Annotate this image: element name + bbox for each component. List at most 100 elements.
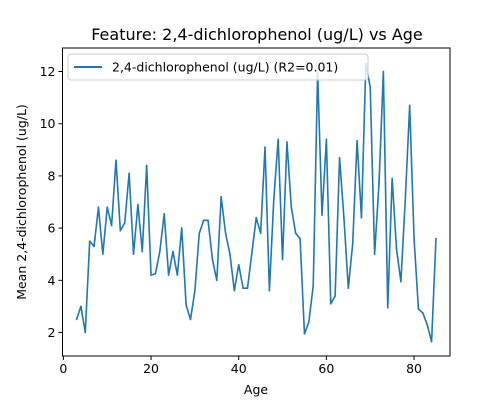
data-point — [268, 289, 271, 292]
y-tick-label: 4 — [48, 273, 56, 288]
legend-box — [67, 53, 369, 81]
y-tick-label: 6 — [48, 221, 56, 236]
data-point — [391, 177, 393, 180]
data-point — [373, 253, 376, 255]
data-point — [106, 206, 109, 209]
data-point — [189, 318, 192, 321]
data-point — [422, 312, 424, 314]
x-axis-label: Age — [244, 382, 268, 397]
data-point — [176, 274, 179, 276]
data-point — [220, 195, 222, 198]
data-point — [286, 141, 288, 143]
x-tick-label: 0 — [59, 361, 67, 376]
data-point — [351, 242, 354, 245]
data-point — [207, 219, 209, 222]
data-point — [343, 216, 345, 219]
data-point — [325, 138, 328, 141]
data-point — [80, 305, 82, 308]
data-point — [400, 280, 402, 283]
data-point — [123, 222, 126, 224]
data-point — [229, 253, 231, 255]
data-point — [167, 274, 170, 276]
data-point — [97, 206, 100, 209]
series-line-layer — [75, 62, 437, 343]
data-point — [312, 284, 315, 287]
data-point — [185, 304, 187, 306]
x-tick-label: 40 — [231, 361, 247, 376]
data-point — [216, 279, 218, 282]
data-point — [294, 232, 297, 235]
data-point — [194, 289, 196, 292]
data-point — [321, 214, 323, 216]
y-tick-label: 10 — [40, 116, 56, 131]
data-point — [277, 138, 279, 141]
data-point — [233, 289, 236, 292]
x-tick-label: 60 — [318, 361, 334, 376]
data-point — [88, 240, 91, 242]
data-point — [115, 159, 117, 162]
y-tick-label: 12 — [40, 64, 56, 79]
data-point — [303, 333, 306, 335]
data-point — [255, 216, 258, 219]
data-point — [413, 237, 415, 240]
data-point — [237, 263, 240, 266]
data-point — [408, 104, 411, 107]
data-point — [334, 295, 336, 297]
data-point — [382, 70, 385, 73]
data-point — [308, 321, 310, 323]
x-tick-label: 20 — [143, 361, 159, 376]
data-point — [395, 248, 398, 250]
data-point — [404, 198, 407, 201]
data-point — [137, 203, 139, 206]
x-axis-ticks: 0 20 40 60 80 — [59, 356, 422, 376]
data-point — [128, 172, 130, 175]
data-point — [211, 258, 214, 261]
data-point — [426, 323, 429, 326]
data-point — [430, 340, 433, 343]
legend-label: 2,4-dichlorophenol (ug/L) (R2=0.01) — [112, 60, 338, 75]
legend: 2,4-dichlorophenol (ug/L) (R2=0.01) — [67, 53, 369, 81]
data-point — [93, 245, 95, 248]
y-tick-label: 2 — [48, 325, 56, 340]
data-point — [159, 250, 161, 253]
data-point — [299, 237, 301, 240]
data-point — [356, 139, 358, 142]
data-point — [150, 274, 152, 276]
data-point — [290, 206, 293, 209]
data-point — [110, 224, 113, 227]
data-point — [154, 272, 157, 275]
data-point — [224, 232, 227, 235]
data-point — [264, 146, 266, 148]
data-point — [180, 227, 183, 229]
data-point — [386, 306, 389, 309]
x-tick-label: 80 — [406, 361, 422, 376]
data-point — [281, 258, 284, 261]
data-point — [435, 237, 437, 240]
data-point — [132, 253, 135, 255]
data-point — [84, 331, 87, 334]
data-point — [102, 253, 104, 255]
data-point — [272, 198, 275, 201]
data-point — [145, 164, 148, 167]
data-point — [163, 212, 165, 215]
y-axis-label: Mean 2,4-dichlorophenol (ug/L) — [14, 104, 29, 300]
plot-frame — [62, 47, 451, 357]
data-point — [242, 287, 244, 289]
y-tick-label: 8 — [48, 168, 56, 183]
data-point — [369, 86, 372, 88]
data-point — [259, 232, 262, 235]
data-point — [251, 252, 253, 254]
data-point — [119, 229, 122, 232]
data-point — [360, 216, 363, 219]
data-point — [329, 303, 332, 305]
data-point — [198, 232, 201, 235]
data-point — [347, 287, 350, 289]
data-point — [338, 156, 341, 159]
data-point — [141, 250, 144, 253]
data-point — [172, 250, 174, 253]
y-axis-ticks: 2 4 6 8 10 12 — [40, 64, 63, 340]
data-point — [246, 287, 249, 289]
data-point — [75, 318, 78, 321]
chart-title: Feature: 2,4-dichlorophenol (ug/L) vs Ag… — [91, 25, 423, 44]
